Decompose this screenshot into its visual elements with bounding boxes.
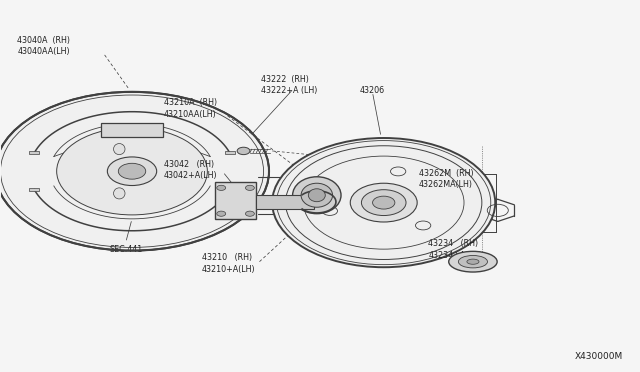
Circle shape	[246, 211, 254, 216]
Circle shape	[246, 185, 254, 190]
Ellipse shape	[292, 177, 341, 214]
Circle shape	[372, 196, 395, 209]
Text: 43210   (RH)
43210+A(LH): 43210 (RH) 43210+A(LH)	[202, 253, 256, 273]
FancyBboxPatch shape	[225, 151, 235, 154]
Text: 43040A  (RH)
43040AA(LH): 43040A (RH) 43040AA(LH)	[17, 36, 70, 56]
Circle shape	[57, 128, 207, 215]
Text: 43042   (RH)
43042+A(LH): 43042 (RH) 43042+A(LH)	[164, 160, 218, 180]
FancyBboxPatch shape	[29, 188, 40, 191]
Ellipse shape	[449, 251, 497, 272]
Ellipse shape	[467, 259, 479, 264]
Circle shape	[0, 92, 269, 251]
Text: 43262M  (RH)
43262MA(LH): 43262M (RH) 43262MA(LH)	[419, 169, 474, 189]
FancyBboxPatch shape	[101, 123, 163, 137]
Text: SEC.441: SEC.441	[109, 244, 142, 254]
Ellipse shape	[113, 188, 125, 199]
Ellipse shape	[308, 189, 325, 202]
Circle shape	[350, 183, 417, 222]
Circle shape	[118, 163, 146, 179]
Text: 43206: 43206	[360, 86, 385, 95]
Circle shape	[108, 157, 157, 186]
Ellipse shape	[301, 183, 333, 207]
FancyBboxPatch shape	[225, 188, 235, 191]
Text: 43222  (RH)
43222+A (LH): 43222 (RH) 43222+A (LH)	[261, 75, 317, 95]
Circle shape	[272, 138, 495, 267]
FancyBboxPatch shape	[215, 182, 256, 219]
Text: X430000M: X430000M	[575, 352, 623, 361]
FancyBboxPatch shape	[256, 195, 314, 209]
Circle shape	[362, 190, 406, 215]
FancyBboxPatch shape	[29, 151, 40, 154]
Circle shape	[217, 185, 226, 190]
Text: 43210A  (RH)
43210AA(LH): 43210A (RH) 43210AA(LH)	[164, 99, 217, 119]
Text: 43234   (RH)
43234+A(LH): 43234 (RH) 43234+A(LH)	[428, 240, 482, 260]
Circle shape	[237, 147, 250, 155]
Ellipse shape	[113, 144, 125, 155]
Circle shape	[217, 211, 226, 216]
Ellipse shape	[458, 256, 488, 268]
